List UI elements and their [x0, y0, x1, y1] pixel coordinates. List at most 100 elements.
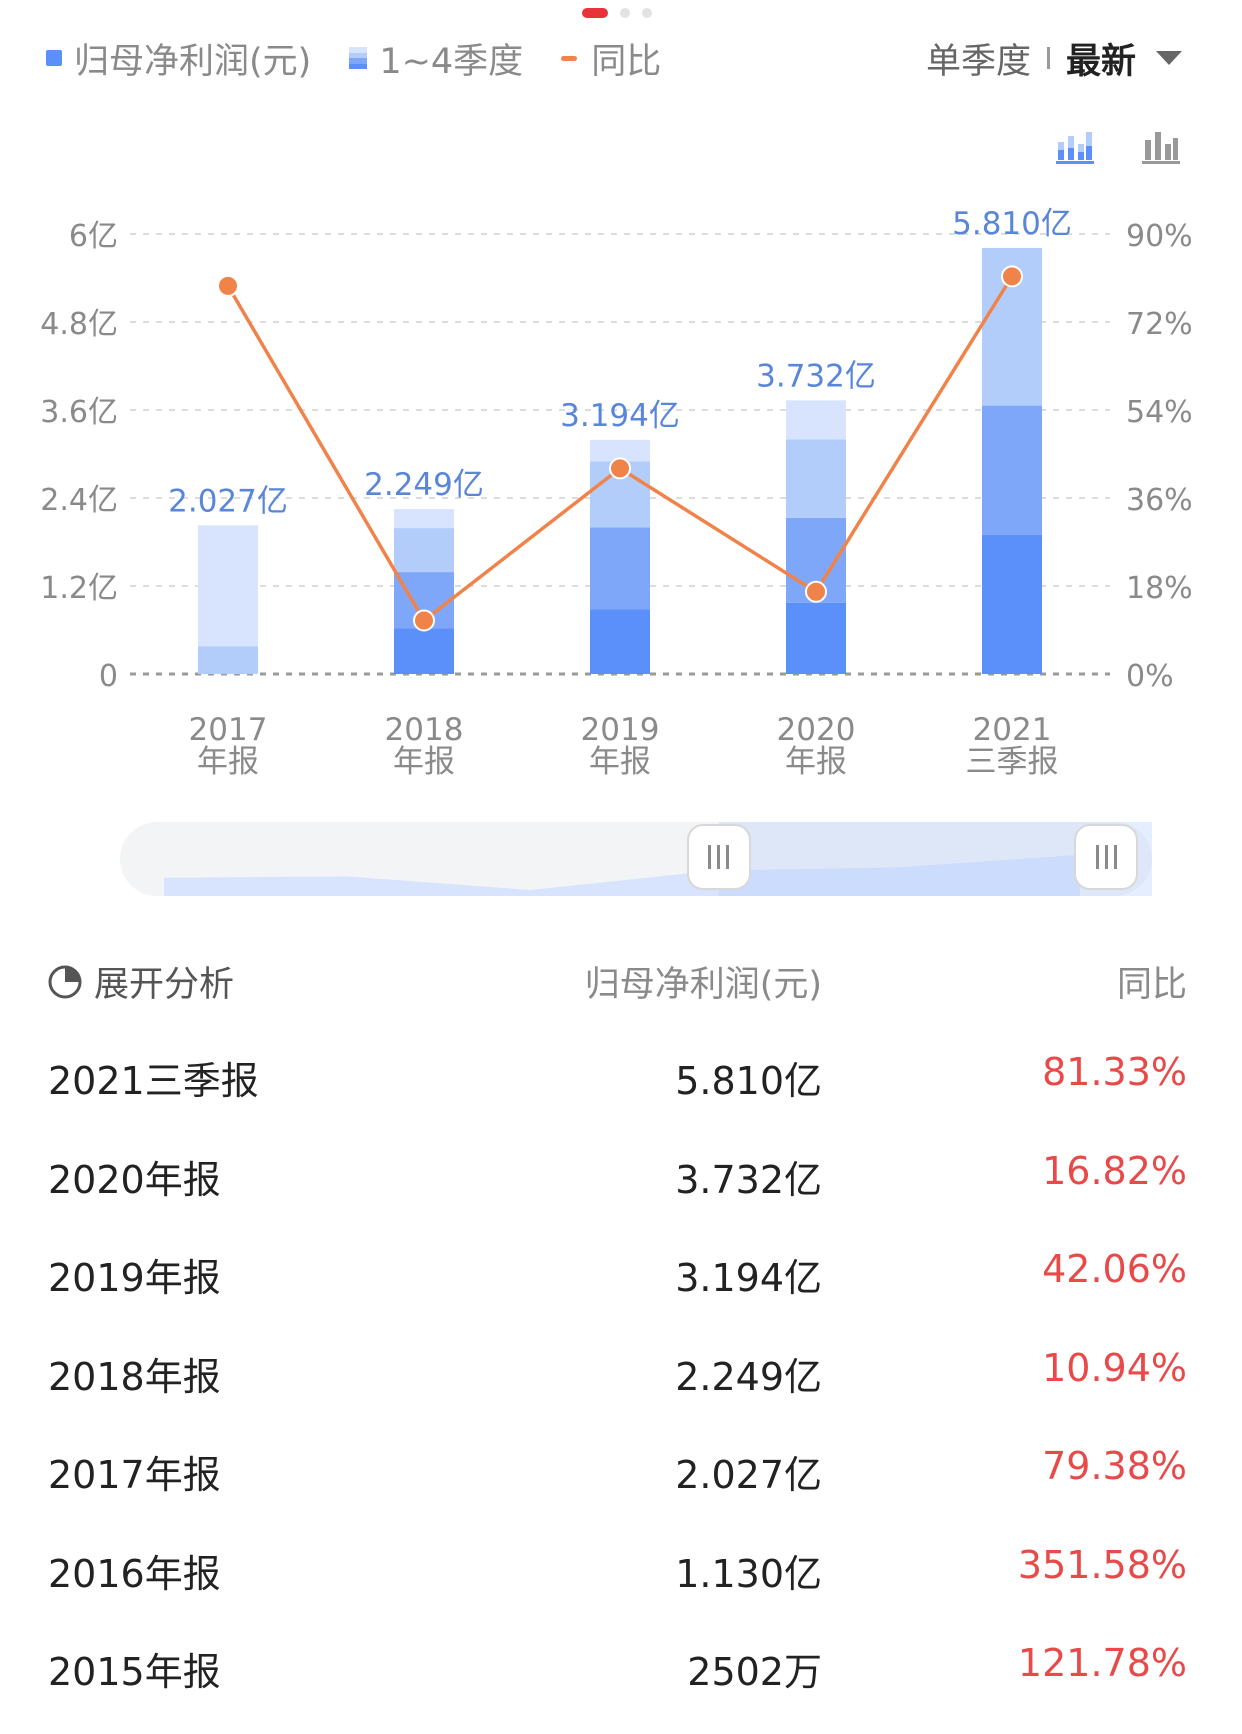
- table-header: 展开分析 归母净利润(元) 同比: [0, 950, 1242, 1006]
- row-yoy: 81.33%: [1042, 1050, 1187, 1094]
- bar-data-label: 5.810亿: [952, 206, 1072, 242]
- row-value: 2.027亿: [675, 1453, 822, 1497]
- bar-segment: [590, 609, 650, 674]
- y-left-tick-label: 2.4亿: [40, 483, 118, 518]
- bar-chart-icon[interactable]: [1142, 128, 1180, 164]
- y-left-tick-label: 1.2亿: [40, 571, 118, 606]
- row-yoy: 121.78%: [1017, 1641, 1187, 1685]
- row-period: 2018年报: [48, 1354, 221, 1399]
- row-yoy: 10.94%: [1042, 1345, 1187, 1390]
- pie-chart-icon: [48, 965, 82, 998]
- legend-swatch-quarters: [349, 47, 368, 69]
- table-row[interactable]: 2017年报 2.027亿 79.38%: [0, 1424, 1242, 1523]
- y-right-tick-label: 72%: [1126, 307, 1193, 342]
- bar-segment: [982, 405, 1042, 535]
- range-selector[interactable]: [120, 822, 1152, 896]
- bar-data-label: 2.027亿: [168, 483, 288, 519]
- y-left-tick-label: 3.6亿: [40, 395, 118, 430]
- row-value: 2502万: [687, 1650, 822, 1694]
- row-yoy: 351.58%: [1017, 1542, 1187, 1587]
- column-header-net-profit: 归母净利润(元): [584, 965, 822, 1005]
- period-mode-switch: 单季度 最新: [926, 36, 1182, 82]
- table-row[interactable]: 2016年报 1.130亿 351.58%: [0, 1523, 1242, 1622]
- table-row[interactable]: 2020年报 3.732亿 16.82%: [0, 1129, 1242, 1228]
- y-right-tick-label: 18%: [1126, 571, 1193, 606]
- page-dot: [642, 8, 652, 18]
- chevron-down-icon[interactable]: [1156, 51, 1182, 65]
- row-period: 2019年报: [48, 1256, 221, 1300]
- profit-table: 2021三季报 5.810亿 81.33% 2020年报 3.732亿 16.8…: [0, 1030, 1242, 1720]
- row-period: 2016年报: [48, 1551, 221, 1596]
- x-tick-label: 2017: [189, 712, 268, 748]
- row-value: 3.732亿: [675, 1157, 822, 1202]
- table-row[interactable]: 2019年报 3.194亿 42.06%: [0, 1227, 1242, 1326]
- bar-segment: [786, 439, 846, 518]
- bar-segment: [198, 525, 258, 647]
- row-yoy: 42.06%: [1042, 1247, 1187, 1291]
- bar-data-label: 3.732亿: [756, 358, 876, 394]
- row-value: 5.810亿: [675, 1059, 822, 1103]
- y-left-tick-label: 6亿: [69, 219, 118, 254]
- expand-analysis-button[interactable]: 展开分析: [46, 956, 234, 1007]
- mode-divider: [1046, 47, 1050, 69]
- x-tick-label: 2021: [973, 712, 1052, 748]
- y-right-tick-label: 0%: [1126, 659, 1174, 694]
- row-period: 2021三季报: [48, 1059, 259, 1103]
- bar-segment: [394, 509, 454, 529]
- legend-swatch-net-profit: [46, 50, 62, 66]
- row-period: 2017年报: [48, 1453, 221, 1497]
- legend-label-yoy: 同比: [591, 41, 662, 82]
- y-left-tick-label: 4.8亿: [40, 307, 118, 342]
- yoy-point: [609, 457, 631, 480]
- legend-item-net-profit[interactable]: 归母净利润(元): [46, 33, 311, 84]
- row-value: 1.130亿: [675, 1551, 822, 1596]
- row-period: 2015年报: [48, 1650, 221, 1694]
- table-row[interactable]: 2018年报 2.249亿 10.94%: [0, 1326, 1242, 1425]
- yoy-point: [217, 274, 239, 297]
- y-right-tick-label: 36%: [1126, 483, 1193, 518]
- yoy-point: [805, 580, 827, 603]
- bar-segment: [590, 527, 650, 610]
- legend-label-net-profit: 归母净利润(元): [74, 41, 312, 82]
- legend-item-yoy[interactable]: 同比: [561, 33, 661, 84]
- x-tick-label: 年报: [785, 744, 847, 780]
- page-dot: [620, 8, 630, 18]
- bar-segment: [786, 400, 846, 440]
- legend-item-quarters[interactable]: 1~4季度: [349, 33, 523, 84]
- x-tick-label: 2018: [385, 712, 464, 748]
- column-header-yoy: 同比: [1116, 965, 1187, 1005]
- yoy-point: [413, 609, 435, 632]
- page-indicator: [0, 8, 1242, 20]
- y-left-tick-label: 0: [99, 659, 118, 694]
- bar-segment: [786, 602, 846, 674]
- legend-swatch-yoy: [561, 55, 578, 61]
- legend-label-quarters: 1~4季度: [379, 41, 524, 82]
- expand-analysis-label: 展开分析: [94, 965, 235, 1005]
- latest-dropdown[interactable]: 最新: [1065, 41, 1136, 82]
- bar-segment: [394, 528, 454, 573]
- bar-segment: [394, 628, 454, 674]
- single-quarter-toggle[interactable]: 单季度: [925, 41, 1031, 82]
- chart-legend: 归母净利润(元) 1~4季度 同比: [46, 36, 699, 82]
- range-overview-area: [164, 822, 1152, 896]
- range-handle-right[interactable]: [1074, 824, 1138, 890]
- bar-segment: [590, 439, 650, 462]
- row-yoy: 79.38%: [1042, 1444, 1187, 1488]
- row-value: 2.249亿: [675, 1354, 822, 1399]
- x-tick-label: 三季报: [966, 744, 1059, 780]
- y-right-tick-label: 90%: [1126, 219, 1193, 254]
- table-row[interactable]: 2015年报 2502万 121.78%: [0, 1621, 1242, 1720]
- stacked-bar-chart-icon[interactable]: [1056, 128, 1094, 164]
- row-value: 3.194亿: [675, 1256, 822, 1300]
- range-handle-left[interactable]: [686, 824, 751, 890]
- bar-data-label: 2.249亿: [364, 467, 484, 503]
- x-tick-label: 2019: [581, 712, 660, 748]
- bar-segment: [198, 646, 258, 674]
- x-tick-label: 年报: [393, 744, 455, 780]
- x-tick-label: 年报: [197, 744, 259, 780]
- table-row[interactable]: 2021三季报 5.810亿 81.33%: [0, 1030, 1242, 1129]
- y-right-tick-label: 54%: [1126, 395, 1193, 430]
- bar-segment: [982, 534, 1042, 674]
- row-yoy: 16.82%: [1042, 1148, 1187, 1193]
- row-period: 2020年报: [48, 1157, 221, 1202]
